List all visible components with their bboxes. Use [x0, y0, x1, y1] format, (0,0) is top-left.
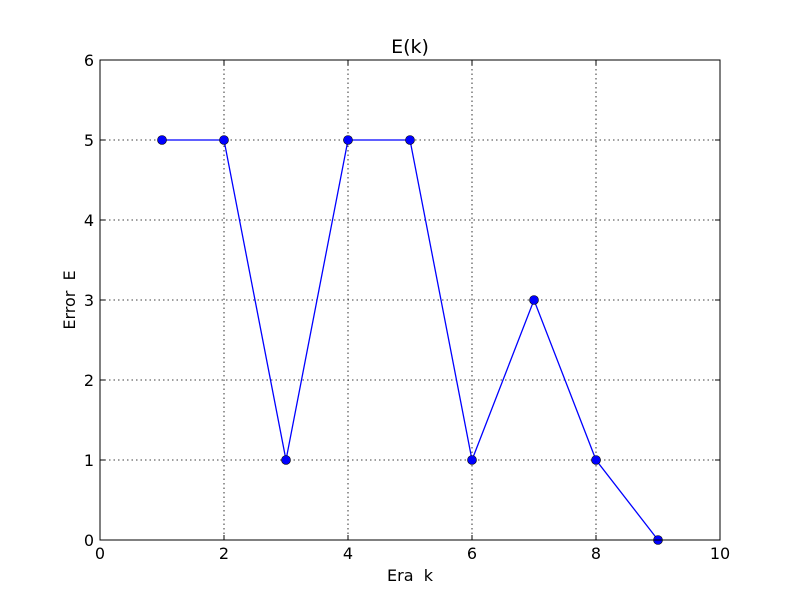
data-point: [405, 135, 415, 145]
x-tick-label: 0: [95, 544, 105, 563]
data-point: [591, 455, 601, 465]
data-series: [157, 135, 663, 545]
x-tick-label: 4: [343, 544, 353, 563]
y-tick-label: 4: [84, 211, 94, 230]
data-point: [281, 455, 291, 465]
y-tick-label: 0: [84, 531, 94, 550]
data-point: [219, 135, 229, 145]
y-axis-label: Error E: [60, 270, 79, 329]
y-tick-label: 5: [84, 131, 94, 150]
data-point: [529, 295, 539, 305]
y-tick-label: 2: [84, 371, 94, 390]
y-tick-label: 6: [84, 51, 94, 70]
chart-title: E(k): [391, 36, 429, 58]
y-tick-label: 1: [84, 451, 94, 470]
x-tick-label: 2: [219, 544, 229, 563]
x-tick-label: 10: [710, 544, 730, 563]
y-tick-label: 3: [84, 291, 94, 310]
x-tick-label: 8: [591, 544, 601, 563]
x-axis-label: Era k: [387, 566, 434, 585]
x-tick-label: 6: [467, 544, 477, 563]
data-point: [157, 135, 167, 145]
axis-ticks: 0 2 4 6 8 10 0 1 2 3 4 5 6: [84, 51, 730, 563]
data-point: [467, 455, 477, 465]
data-point: [343, 135, 353, 145]
